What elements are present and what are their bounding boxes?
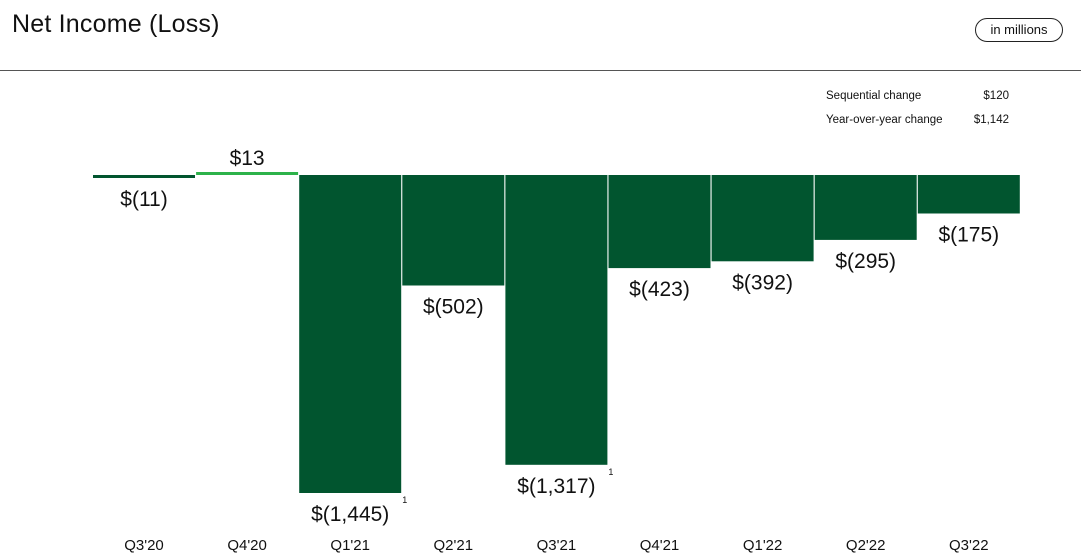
- units-badge: in millions: [975, 18, 1063, 42]
- bar-5: [608, 175, 711, 269]
- chart-title: Net Income (Loss): [12, 10, 220, 38]
- bar-4: [505, 175, 608, 465]
- x-tick-label-4: Q3'21: [537, 537, 577, 554]
- x-tick-label-8: Q3'22: [949, 537, 989, 554]
- data-label-2: $(1,445): [311, 503, 389, 526]
- bar-2: [299, 175, 402, 493]
- footnote-4: 1: [608, 467, 613, 477]
- x-tick-label-5: Q4'21: [640, 537, 680, 554]
- bar-7: [814, 175, 917, 240]
- yoy-change-label: Year-over-year change: [826, 114, 943, 126]
- data-label-4: $(1,317): [517, 475, 595, 498]
- footnote-2: 1: [402, 495, 407, 505]
- title-divider: [0, 70, 1081, 71]
- bar-6: [711, 175, 814, 262]
- x-tick-label-2: Q1'21: [330, 537, 370, 554]
- data-label-8: $(175): [938, 224, 999, 247]
- data-label-7: $(295): [835, 250, 896, 273]
- x-tick-label-7: Q2'22: [846, 537, 886, 554]
- yoy-change-value: $1,142: [973, 114, 1009, 126]
- data-label-3: $(502): [423, 296, 484, 319]
- sequential-change-label: Sequential change: [826, 90, 922, 102]
- bar-3: [402, 175, 505, 286]
- bar-1: [196, 172, 299, 175]
- x-tick-label-1: Q4'20: [227, 537, 267, 554]
- x-tick-label-0: Q3'20: [124, 537, 164, 554]
- sequential-change-value: $120: [983, 90, 1009, 102]
- data-label-5: $(423): [629, 278, 690, 301]
- x-tick-label-3: Q2'21: [434, 537, 474, 554]
- x-tick-label-6: Q1'22: [743, 537, 783, 554]
- data-label-1: $13: [230, 147, 265, 170]
- data-label-6: $(392): [732, 271, 793, 294]
- bar-8: [917, 175, 1020, 214]
- bar-0: [93, 175, 195, 178]
- data-label-0: $(11): [120, 188, 167, 211]
